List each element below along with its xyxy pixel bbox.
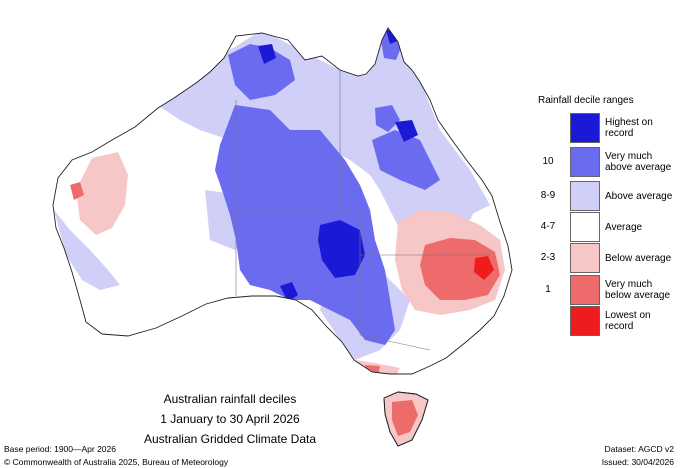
legend-swatch [570,243,600,273]
very-much-above-ne [372,130,440,190]
legend-label: Below average [605,252,672,264]
caption-title: Australian rainfall deciles [163,392,297,406]
legend-swatch [570,212,600,242]
legend-title: Rainfall decile ranges [538,95,634,106]
legend-label: Very much below average [605,279,671,301]
very-much-above-gulf [375,105,400,132]
very-much-below-west [70,182,84,200]
state-borders [235,70,490,351]
caption-source: Australian Gridded Climate Data [143,432,317,446]
legend-item-lowest: Lowest on record [530,306,680,336]
legend-swatch [570,113,600,143]
legend-item-average: 4-7 Average [530,212,680,242]
coastline [52,27,513,375]
legend-item-below: 2-3 Below average [530,243,680,273]
dataset: Dataset: AGCD v2 [604,444,674,454]
highest-on-record-ne [395,120,418,142]
above-average-west [54,210,120,290]
legend-label: Average [605,221,643,233]
legend-range: 1 [545,284,551,295]
legend-range: 4-7 [540,221,556,232]
lowest-on-record-east [474,256,494,280]
legend-range: 10 [542,156,554,167]
legend-range: 8-9 [540,190,556,201]
legend-label: Lowest on record [605,310,651,332]
legend-label: Very much above average [605,151,672,173]
legend-label: Highest on record [605,117,653,139]
legend-swatch [570,275,600,305]
base-period: Base period: 1900—Apr 2026 [4,444,116,454]
legend-swatch [570,306,600,336]
very-much-above-north [228,44,295,100]
legend-label: Above average [605,190,673,202]
legend-item-very-much-above: 10 Very much above average [530,147,680,177]
below-average-west [76,152,128,235]
very-much-below-se [365,365,380,374]
very-much-below-east [420,238,500,300]
very-much-above-central [215,105,395,345]
legend-item-highest: Highest on record [530,113,680,143]
highest-on-record-north [258,44,276,64]
highest-on-record-central [318,220,365,278]
legend-item-very-much-below: 1 Very much below average [530,275,680,305]
legend-swatch [570,147,600,177]
legend-range: 2-3 [540,252,556,263]
legend-swatch [570,181,600,211]
copyright: © Commonwealth of Australia 2025, Bureau… [4,457,229,467]
legend-item-above: 8-9 Above average [530,181,680,211]
highest-on-record-sw [280,282,298,302]
issued-date: Issued: 30/04/2026 [601,457,674,467]
map-caption: Australian rainfall deciles 1 January to… [120,389,340,449]
caption-period: 1 January to 30 April 2026 [160,412,300,426]
tasmania [383,391,429,447]
